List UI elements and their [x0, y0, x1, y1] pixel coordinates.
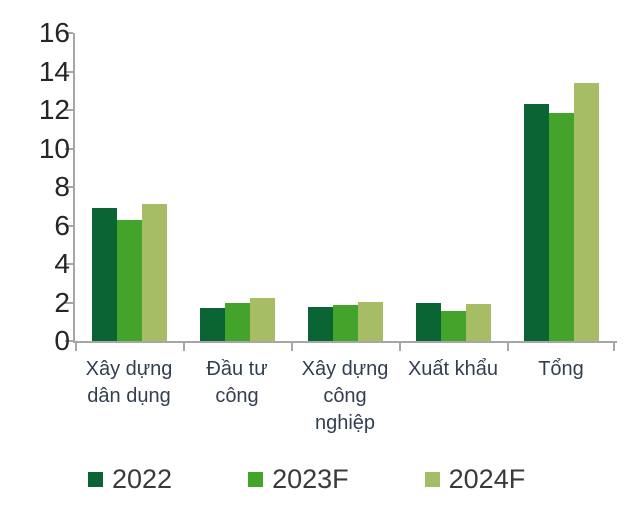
bar-2023F	[332, 305, 358, 341]
bar-2023F	[548, 112, 574, 341]
y-axis-tick	[65, 224, 73, 227]
x-axis-tick	[291, 343, 293, 351]
y-axis-tick-label: 4	[54, 248, 70, 279]
y-axis-tick	[65, 32, 73, 34]
legend-item-2023F: 2023F	[248, 466, 349, 493]
y-axis-tick-label: 2	[54, 286, 70, 318]
y-axis-tick	[65, 147, 73, 150]
bar-group-5	[507, 83, 615, 341]
y-axis-tick-label: 10	[38, 132, 70, 164]
y-axis-line	[73, 33, 75, 343]
chart-legend: 2022 2023F 2024F	[88, 466, 525, 493]
bar-2024F	[573, 83, 599, 341]
category-label-line: dân dụng	[87, 385, 171, 407]
category-label-line: Xây dựng	[301, 358, 389, 380]
bar-group-3	[291, 301, 399, 341]
bar-2022	[523, 104, 549, 341]
category-label-2: Đầu tư công	[183, 356, 291, 437]
bar-2022	[415, 302, 441, 341]
category-label-3: Xây dựng công nghiệp	[291, 356, 399, 437]
bar-2023F	[440, 311, 466, 341]
bar-group-4	[399, 302, 507, 341]
legend-swatch-icon	[88, 472, 103, 487]
legend-item-2022: 2022	[88, 466, 172, 493]
category-label-5: Tổng	[507, 356, 615, 437]
y-axis-tick	[65, 109, 73, 111]
y-axis-tick-label: 14	[38, 55, 70, 87]
y-axis-tick-label: 0	[54, 325, 70, 356]
y-axis-tick	[65, 340, 73, 342]
legend-item-2024F: 2024F	[424, 464, 526, 494]
x-axis-tick	[507, 343, 509, 351]
bar-group-2	[183, 297, 291, 341]
plot-area: 0 2 4 6 8 10 12 14 16	[39, 19, 617, 355]
legend-label: 2024F	[448, 464, 526, 494]
bar-2022	[199, 308, 225, 341]
category-label-line: Xây dựng	[85, 358, 173, 380]
y-axis-tick-label: 6	[54, 209, 70, 241]
y-axis-tick-label: 8	[54, 171, 70, 202]
bar-2023F	[116, 219, 142, 341]
legend-swatch-icon	[424, 472, 440, 487]
category-label-4: Xuất khẩu	[399, 356, 507, 437]
category-axis-labels: Xây dựng dân dụng Đầu tư công Xây dựng công ng…	[75, 356, 615, 437]
x-axis-line	[73, 341, 617, 343]
bar-2023F	[224, 302, 250, 341]
y-axis-tick	[65, 263, 73, 265]
x-axis-tick	[613, 343, 615, 351]
bar-2024F	[465, 304, 491, 341]
category-label-line: công	[323, 385, 367, 407]
category-label-1: Xây dựng dân dụng	[75, 356, 183, 437]
bar-2022	[307, 307, 333, 341]
category-label-line: Đầu tư	[206, 358, 268, 380]
y-axis-tick	[65, 70, 73, 73]
legend-label: 2022	[112, 464, 173, 494]
category-label-line: nghiệp	[314, 412, 376, 434]
category-label-line: công	[215, 385, 259, 407]
bar-group-1	[75, 204, 183, 341]
bar-2022	[91, 208, 117, 341]
bar-2024F	[357, 301, 383, 341]
x-axis-tick	[399, 343, 401, 351]
category-label-line: Xuất khẩu	[407, 358, 499, 380]
x-axis-tick	[183, 343, 185, 351]
bar-2024F	[141, 204, 167, 341]
legend-label: 2023F	[272, 464, 349, 494]
x-axis-tick	[75, 343, 77, 351]
y-axis-tick-label: 12	[38, 94, 70, 125]
category-label-line: Tổng	[538, 358, 584, 380]
y-axis-tick	[65, 186, 73, 188]
legend-swatch-icon	[248, 472, 264, 487]
y-axis-tick-label: 16	[38, 17, 70, 48]
bar-2024F	[249, 297, 275, 341]
y-axis-tick	[65, 301, 73, 304]
